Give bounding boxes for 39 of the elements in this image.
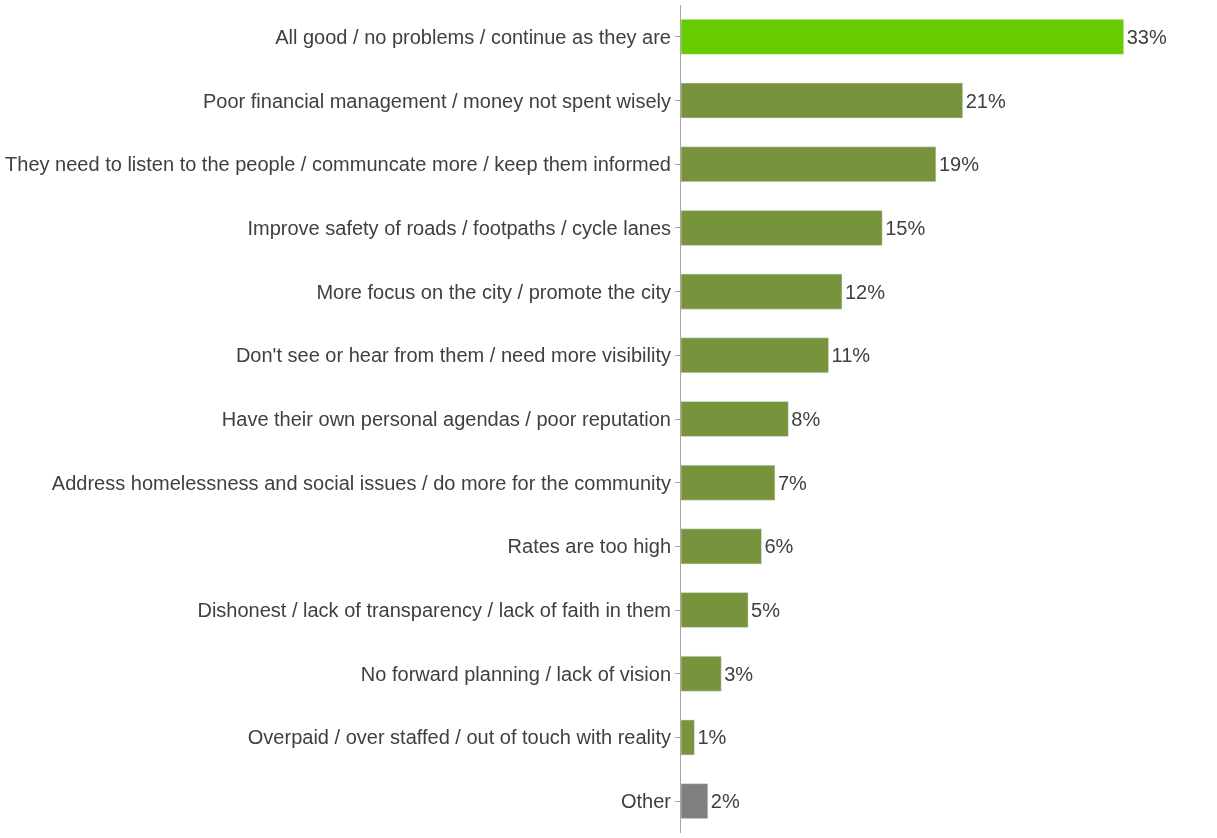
data-label: 19%: [938, 153, 980, 176]
data-label: 11%: [831, 344, 871, 367]
bar: [681, 656, 722, 692]
y-tick-label: Poor financial management / money not spent wisely: [202, 89, 671, 112]
y-tick-label: Address homelessness and social issues / do more for the community: [51, 471, 671, 494]
y-tick-label: Don't see or hear from them / need more visibility: [235, 344, 671, 367]
y-tick-label: Overpaid / over staffed / out of touch with reality: [247, 726, 671, 749]
data-label: 15%: [885, 216, 926, 239]
data-label: 1%: [697, 726, 727, 749]
data-label: 5%: [751, 599, 781, 622]
data-label: 7%: [777, 471, 808, 494]
data-label: 12%: [844, 280, 886, 303]
data-label: 33%: [1126, 25, 1167, 48]
bar: [681, 464, 776, 501]
data-label: 3%: [724, 662, 754, 685]
bar: [681, 273, 843, 310]
bar: [681, 719, 695, 756]
bar: [681, 783, 709, 819]
bar: [681, 528, 762, 565]
bar: [681, 210, 883, 246]
y-tick-label: No forward planning / lack of vision: [360, 662, 671, 685]
bar: [681, 592, 749, 628]
y-tick-label: They need to listen to the people / communcate more / keep them informed: [5, 153, 671, 176]
y-tick-label: Have their own personal agendas / poor reputation: [221, 408, 671, 430]
bar: [681, 82, 963, 119]
data-label: 2%: [710, 790, 740, 813]
y-tick-label: All good / no problems / continue as they are: [275, 25, 671, 48]
y-tick-label: Rates are too high: [507, 535, 671, 558]
y-tick-label: More focus on the city / promote the city: [316, 280, 671, 303]
bar: [681, 19, 1124, 55]
y-tick-label: Improve safety of roads / footpaths / cycle lanes: [247, 216, 671, 239]
bar: [681, 337, 829, 374]
bar: [681, 401, 789, 437]
data-label: 21%: [965, 89, 1006, 112]
y-tick-label: Other: [620, 790, 672, 813]
data-label: 8%: [791, 408, 821, 430]
bar: [681, 146, 937, 182]
y-tick-label: Dishonest / lack of transparency / lack of faith in them: [197, 599, 671, 622]
data-label: 6%: [764, 535, 794, 558]
